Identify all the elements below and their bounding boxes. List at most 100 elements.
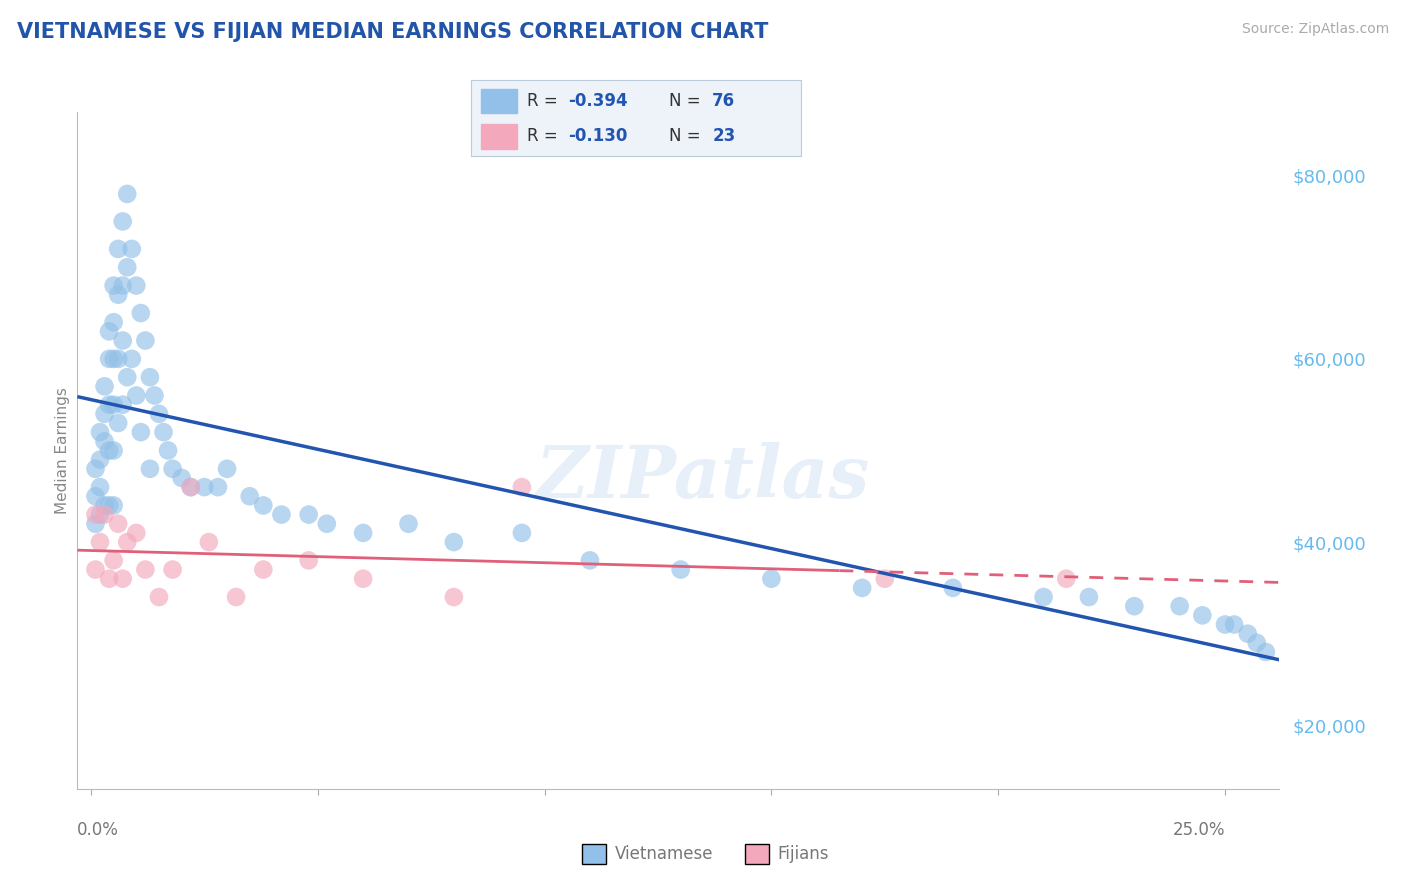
Point — [942, 581, 965, 595]
Point — [148, 590, 170, 604]
Point — [84, 516, 107, 531]
Point — [851, 581, 873, 595]
Point — [215, 462, 238, 476]
Point — [270, 508, 292, 522]
Point — [1123, 599, 1146, 614]
Point — [93, 407, 115, 421]
Point — [107, 351, 129, 366]
Text: VIETNAMESE VS FIJIAN MEDIAN EARNINGS CORRELATION CHART: VIETNAMESE VS FIJIAN MEDIAN EARNINGS COR… — [17, 22, 768, 42]
Text: 76: 76 — [713, 92, 735, 110]
Point — [669, 563, 692, 577]
FancyBboxPatch shape — [582, 844, 606, 864]
Point — [115, 260, 138, 275]
Point — [510, 525, 533, 540]
Point — [398, 516, 420, 531]
Text: N =: N = — [669, 127, 706, 145]
Point — [143, 388, 166, 402]
Point — [315, 516, 337, 531]
Text: Vietnamese: Vietnamese — [614, 845, 713, 863]
Point — [111, 278, 134, 293]
Point — [152, 425, 174, 439]
Point — [1246, 636, 1268, 650]
Point — [125, 388, 148, 402]
Point — [98, 499, 121, 513]
Point — [89, 480, 111, 494]
Point — [93, 379, 115, 393]
Point — [111, 572, 134, 586]
Point — [162, 462, 184, 476]
Text: R =: R = — [527, 92, 564, 110]
Point — [111, 334, 134, 348]
Point — [107, 516, 129, 531]
Text: Fijians: Fijians — [778, 845, 828, 863]
Point — [139, 462, 162, 476]
Point — [84, 462, 107, 476]
Point — [93, 434, 115, 449]
Point — [129, 425, 152, 439]
Point — [103, 315, 125, 329]
Point — [1223, 617, 1246, 632]
Point — [761, 572, 783, 586]
Text: -0.130: -0.130 — [568, 127, 628, 145]
Point — [1054, 572, 1077, 586]
Point — [103, 443, 125, 458]
Point — [93, 499, 115, 513]
Point — [180, 480, 202, 494]
Point — [252, 563, 274, 577]
Point — [111, 214, 134, 228]
Point — [121, 242, 143, 256]
Point — [125, 278, 148, 293]
Text: ZIPatlas: ZIPatlas — [536, 442, 869, 513]
Point — [139, 370, 162, 384]
Point — [103, 351, 125, 366]
Point — [198, 535, 221, 549]
Point — [107, 242, 129, 256]
Point — [1168, 599, 1191, 614]
Point — [84, 563, 107, 577]
Point — [298, 508, 321, 522]
Point — [98, 398, 121, 412]
Point — [115, 186, 138, 201]
Point — [115, 535, 138, 549]
Point — [103, 553, 125, 567]
Point — [225, 590, 247, 604]
Point — [89, 425, 111, 439]
Point — [157, 443, 180, 458]
Point — [207, 480, 229, 494]
Point — [121, 351, 143, 366]
Point — [443, 535, 465, 549]
Point — [129, 306, 152, 320]
Point — [1077, 590, 1099, 604]
Point — [1032, 590, 1054, 604]
Point — [180, 480, 202, 494]
Point — [89, 452, 111, 467]
Point — [93, 508, 115, 522]
Point — [98, 572, 121, 586]
Point — [107, 287, 129, 301]
Point — [134, 334, 156, 348]
Text: 0.0%: 0.0% — [77, 822, 120, 839]
Text: 23: 23 — [713, 127, 735, 145]
Point — [352, 572, 374, 586]
Point — [148, 407, 170, 421]
Point — [579, 553, 602, 567]
Point — [134, 563, 156, 577]
Point — [111, 398, 134, 412]
Point — [170, 471, 193, 485]
Point — [89, 508, 111, 522]
Point — [103, 398, 125, 412]
Point — [125, 525, 148, 540]
Bar — [481, 124, 517, 149]
Point — [252, 499, 274, 513]
Text: -0.394: -0.394 — [568, 92, 628, 110]
Point — [84, 489, 107, 503]
FancyBboxPatch shape — [745, 844, 769, 864]
Point — [89, 535, 111, 549]
Point — [443, 590, 465, 604]
Text: Source: ZipAtlas.com: Source: ZipAtlas.com — [1241, 22, 1389, 37]
Point — [239, 489, 262, 503]
Y-axis label: Median Earnings: Median Earnings — [55, 387, 70, 514]
Point — [98, 351, 121, 366]
Point — [98, 324, 121, 338]
Point — [1213, 617, 1236, 632]
